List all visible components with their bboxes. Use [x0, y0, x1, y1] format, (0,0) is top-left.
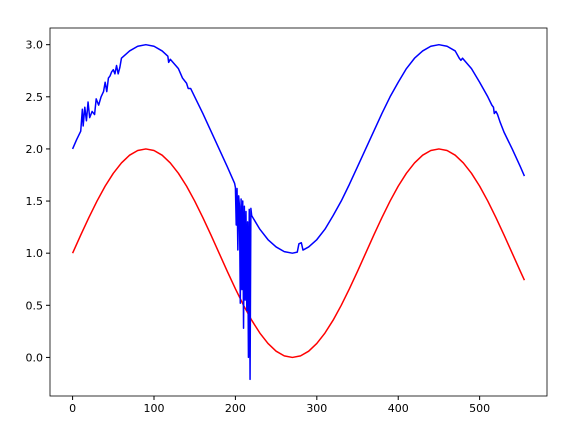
x-tick-label: 300 — [306, 402, 327, 415]
x-tick-label: 500 — [469, 402, 490, 415]
y-tick-label: 2.5 — [26, 91, 44, 104]
x-tick-label: 400 — [388, 402, 409, 415]
x-tick-label: 0 — [69, 402, 76, 415]
y-tick-label: 3.0 — [26, 39, 44, 52]
y-tick-label: 0.0 — [26, 351, 44, 364]
x-tick-label: 200 — [225, 402, 246, 415]
y-tick-label: 0.5 — [26, 299, 44, 312]
y-tick-label: 1.5 — [26, 195, 44, 208]
x-tick-label: 100 — [143, 402, 164, 415]
y-tick-label: 2.0 — [26, 143, 44, 156]
series-line — [71, 43, 526, 381]
series-line — [71, 148, 526, 359]
y-tick-label: 1.0 — [26, 247, 44, 260]
plot-frame — [49, 27, 548, 397]
